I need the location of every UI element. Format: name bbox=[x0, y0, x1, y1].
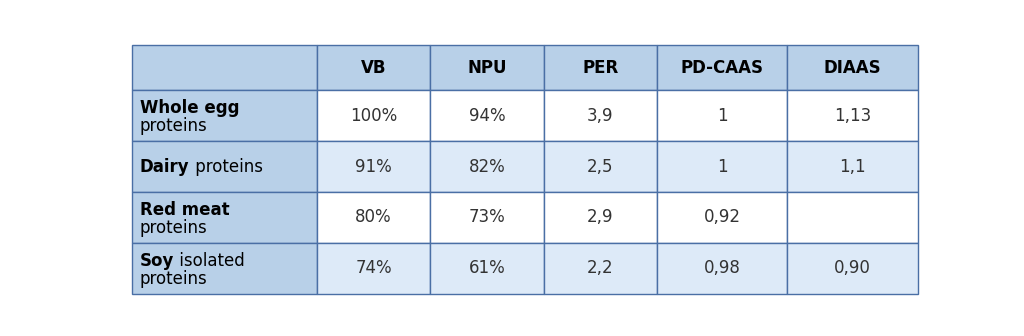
Bar bbox=[544, 141, 657, 192]
Bar bbox=[787, 243, 918, 294]
Text: 73%: 73% bbox=[469, 209, 506, 226]
Text: Dairy: Dairy bbox=[140, 158, 189, 176]
Bar bbox=[430, 243, 544, 294]
Bar bbox=[132, 141, 316, 192]
Bar bbox=[430, 90, 544, 141]
Bar bbox=[657, 45, 787, 90]
Bar bbox=[132, 192, 316, 243]
Bar bbox=[430, 192, 544, 243]
Text: 94%: 94% bbox=[469, 107, 505, 125]
Bar bbox=[132, 90, 316, 141]
Text: VB: VB bbox=[360, 59, 386, 77]
Text: 1: 1 bbox=[717, 107, 728, 125]
Bar bbox=[787, 90, 918, 141]
Text: 91%: 91% bbox=[355, 158, 392, 176]
Text: isolated: isolated bbox=[174, 252, 245, 270]
Bar bbox=[787, 141, 918, 192]
Text: 2,2: 2,2 bbox=[587, 259, 613, 278]
Bar bbox=[787, 45, 918, 90]
Bar bbox=[316, 141, 430, 192]
Text: DIAAS: DIAAS bbox=[823, 59, 882, 77]
Text: 2,5: 2,5 bbox=[587, 158, 613, 176]
Text: 0,92: 0,92 bbox=[703, 209, 740, 226]
Bar bbox=[657, 243, 787, 294]
Text: Soy: Soy bbox=[140, 252, 174, 270]
Text: Red meat: Red meat bbox=[140, 201, 229, 219]
Bar bbox=[657, 141, 787, 192]
Text: 0,90: 0,90 bbox=[835, 259, 871, 278]
Bar bbox=[657, 90, 787, 141]
Bar bbox=[544, 192, 657, 243]
Bar bbox=[316, 90, 430, 141]
Bar bbox=[430, 45, 544, 90]
Text: PER: PER bbox=[583, 59, 618, 77]
Bar bbox=[544, 243, 657, 294]
Text: proteins: proteins bbox=[140, 219, 208, 237]
Text: 74%: 74% bbox=[355, 259, 392, 278]
Text: 3,9: 3,9 bbox=[587, 107, 613, 125]
Bar bbox=[430, 141, 544, 192]
Bar bbox=[544, 90, 657, 141]
Text: Whole egg: Whole egg bbox=[140, 99, 240, 117]
Bar bbox=[316, 45, 430, 90]
Text: 1,13: 1,13 bbox=[834, 107, 871, 125]
Bar bbox=[657, 192, 787, 243]
Text: 2,9: 2,9 bbox=[587, 209, 613, 226]
Bar bbox=[544, 45, 657, 90]
Text: 61%: 61% bbox=[469, 259, 506, 278]
Text: PD-CAAS: PD-CAAS bbox=[681, 59, 764, 77]
Bar bbox=[132, 45, 316, 90]
Text: 80%: 80% bbox=[355, 209, 392, 226]
Bar bbox=[316, 192, 430, 243]
Text: 100%: 100% bbox=[350, 107, 397, 125]
Text: 0,98: 0,98 bbox=[703, 259, 740, 278]
Text: 1,1: 1,1 bbox=[840, 158, 866, 176]
Text: proteins: proteins bbox=[140, 117, 208, 135]
Text: 1: 1 bbox=[717, 158, 728, 176]
Text: proteins: proteins bbox=[189, 158, 262, 176]
Bar bbox=[132, 243, 316, 294]
Text: proteins: proteins bbox=[140, 269, 208, 288]
Text: NPU: NPU bbox=[467, 59, 507, 77]
Bar bbox=[316, 243, 430, 294]
Bar bbox=[787, 192, 918, 243]
Text: 82%: 82% bbox=[469, 158, 506, 176]
